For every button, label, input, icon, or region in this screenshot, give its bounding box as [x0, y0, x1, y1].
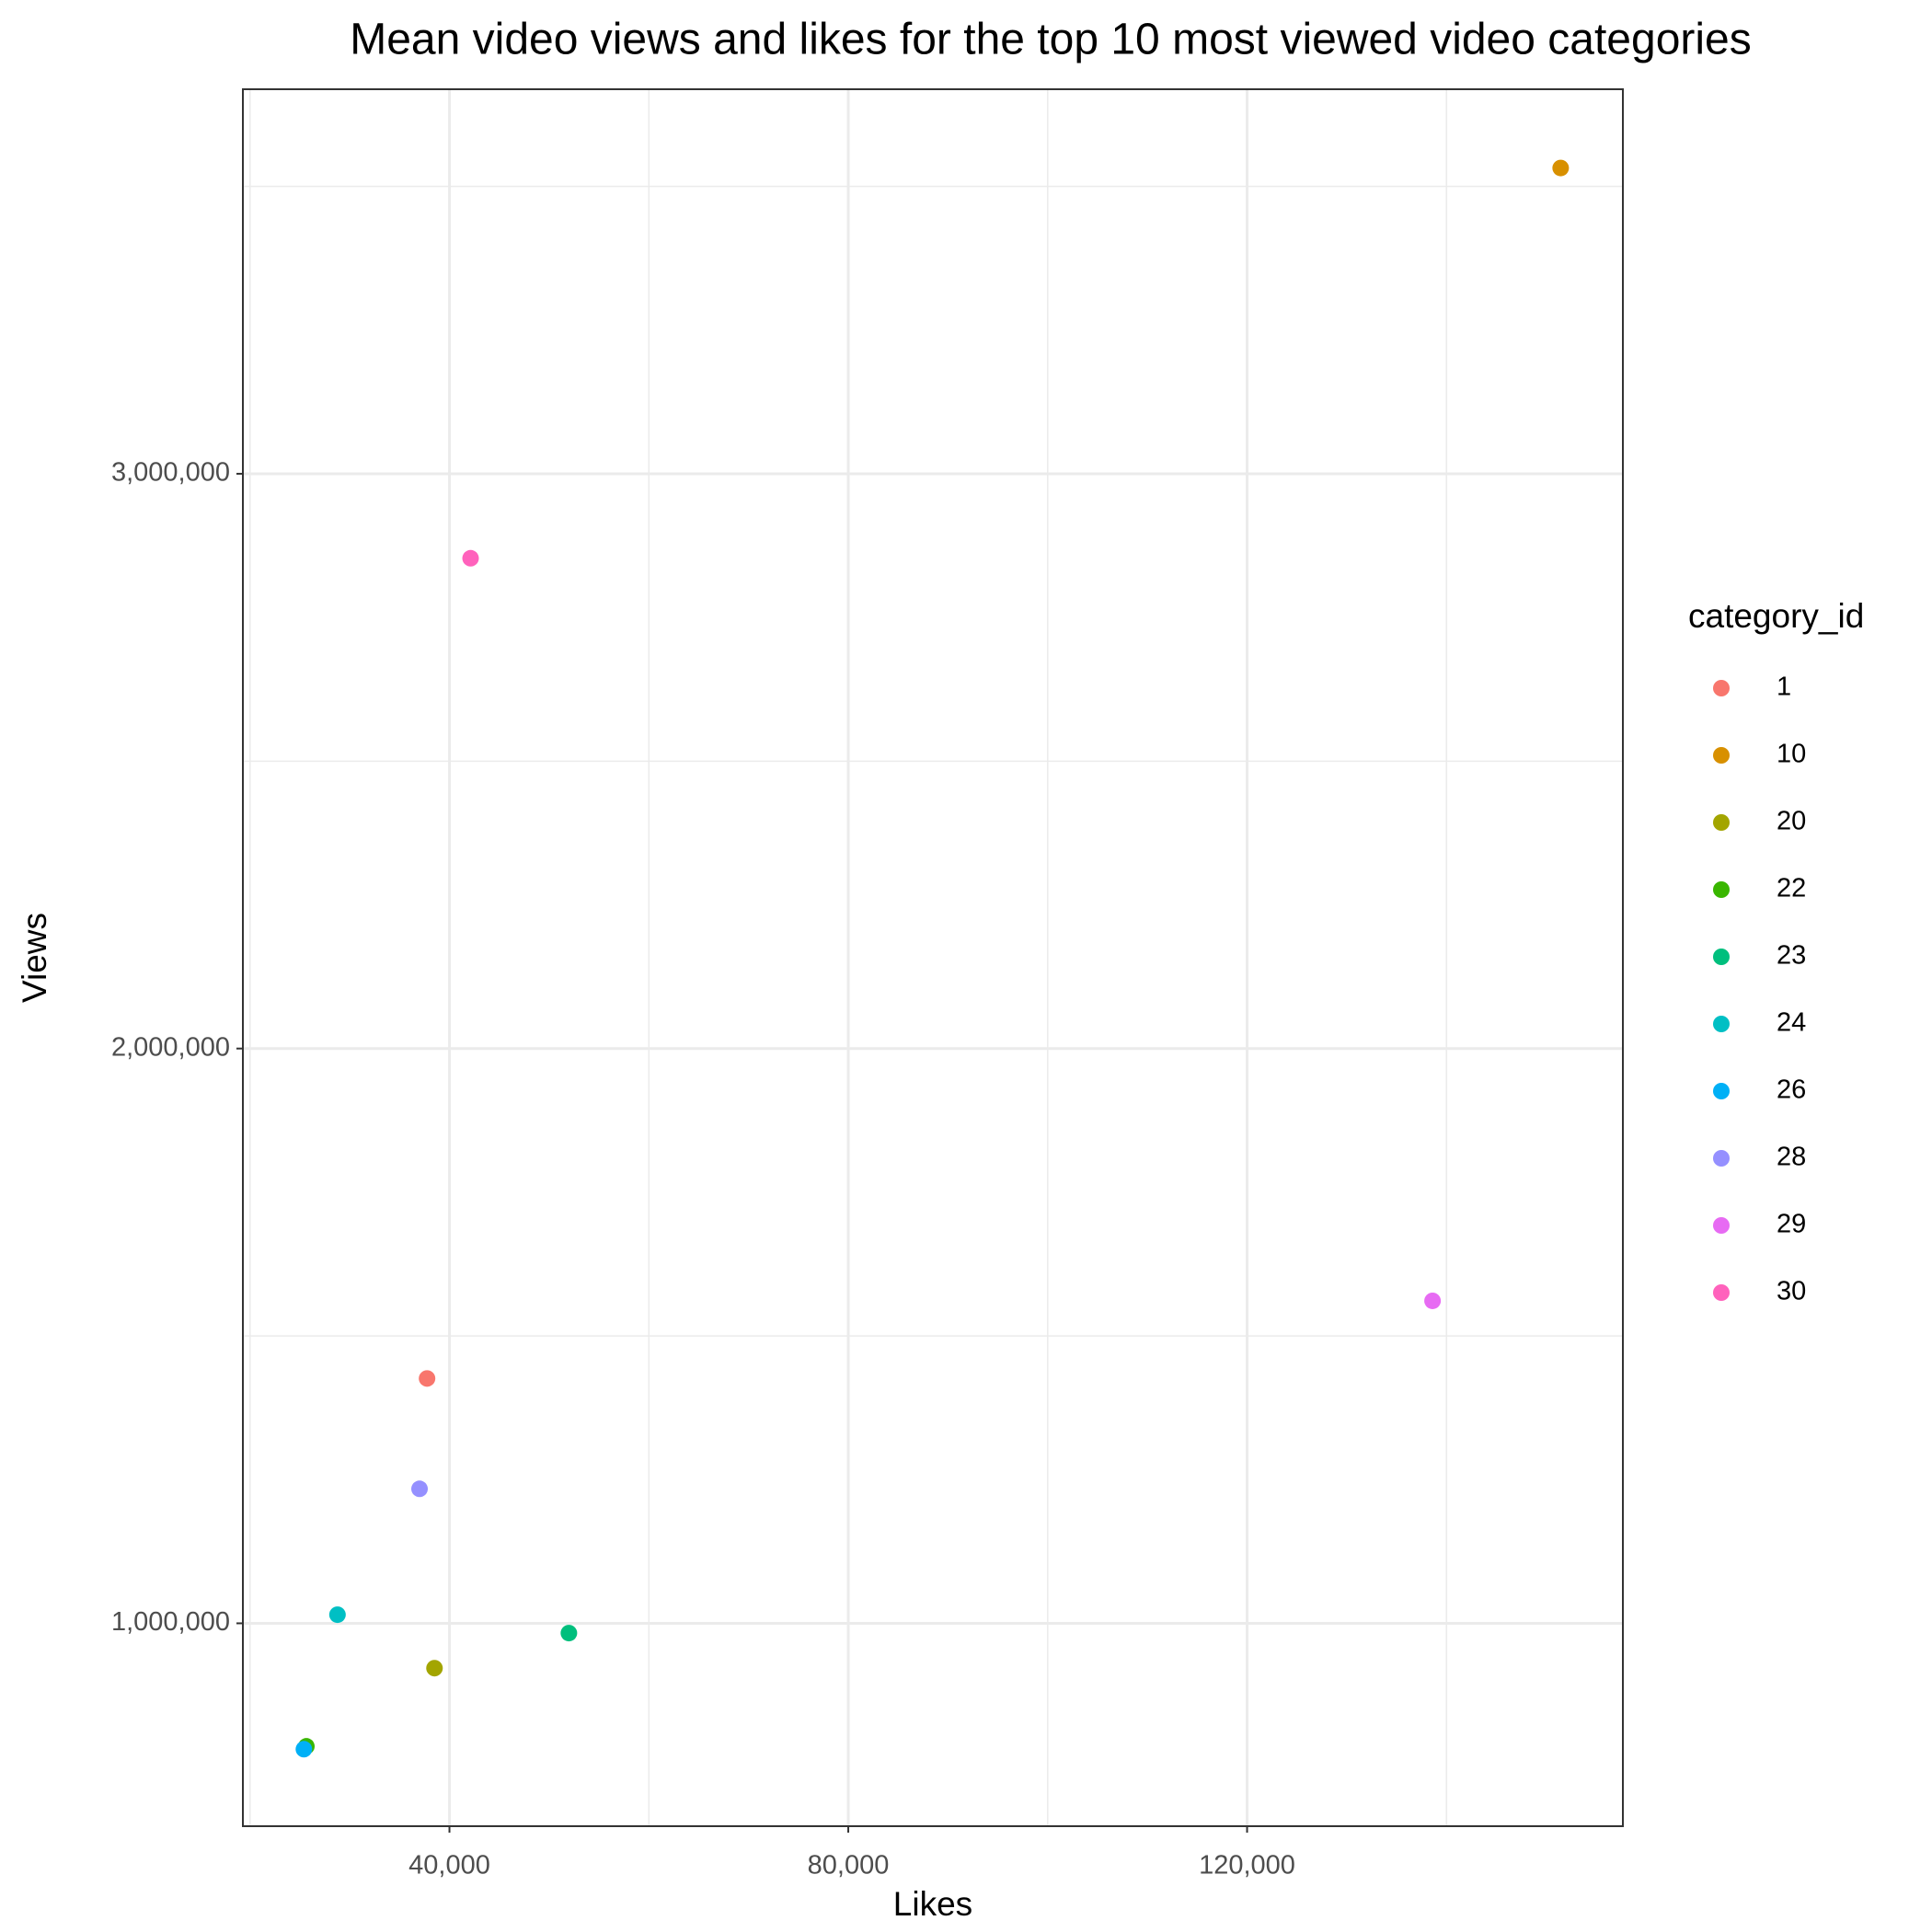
y-tick-label: 3,000,000	[111, 458, 230, 488]
y-axis-title: Views	[16, 913, 53, 1003]
legend-label: 20	[1777, 807, 1806, 836]
legend-label: 26	[1777, 1075, 1806, 1105]
legend-swatch	[1713, 814, 1730, 831]
legend-swatch	[1713, 881, 1730, 898]
legend-label: 30	[1777, 1277, 1806, 1306]
legend-label: 22	[1777, 874, 1806, 903]
x-tick-label: 120,000	[1199, 1851, 1295, 1880]
legend-swatch	[1713, 1016, 1730, 1032]
point	[1424, 1292, 1442, 1309]
point	[426, 1660, 443, 1677]
y-tick-label: 1,000,000	[111, 1607, 230, 1637]
panel-border	[242, 88, 1624, 1827]
x-tick-label: 40,000	[408, 1851, 490, 1880]
point	[419, 1370, 436, 1387]
x-axis-title: Likes	[893, 1885, 972, 1923]
point	[295, 1741, 313, 1758]
point	[1552, 159, 1570, 177]
point	[328, 1606, 346, 1624]
y-tick-label: 2,000,000	[111, 1032, 230, 1062]
chart-title: Mean video views and likes for the top 1…	[350, 16, 1751, 64]
legend-title: category_id	[1688, 597, 1864, 635]
point	[560, 1625, 578, 1642]
legend-label: 1	[1777, 673, 1791, 702]
x-tick-label: 80,000	[808, 1851, 890, 1880]
point	[462, 549, 479, 567]
legend-swatch	[1713, 949, 1730, 965]
legend-label: 24	[1777, 1008, 1806, 1038]
legend-label: 28	[1777, 1143, 1806, 1172]
legend-swatch	[1713, 1083, 1730, 1099]
point	[411, 1480, 429, 1498]
legend-swatch	[1713, 1150, 1730, 1167]
legend-swatch	[1713, 680, 1730, 696]
legend-swatch	[1713, 1284, 1730, 1301]
legend-label: 10	[1777, 740, 1806, 769]
legend-swatch	[1713, 1217, 1730, 1234]
legend-label: 29	[1777, 1210, 1806, 1239]
legend-swatch	[1713, 747, 1730, 764]
legend-label: 23	[1777, 941, 1806, 971]
